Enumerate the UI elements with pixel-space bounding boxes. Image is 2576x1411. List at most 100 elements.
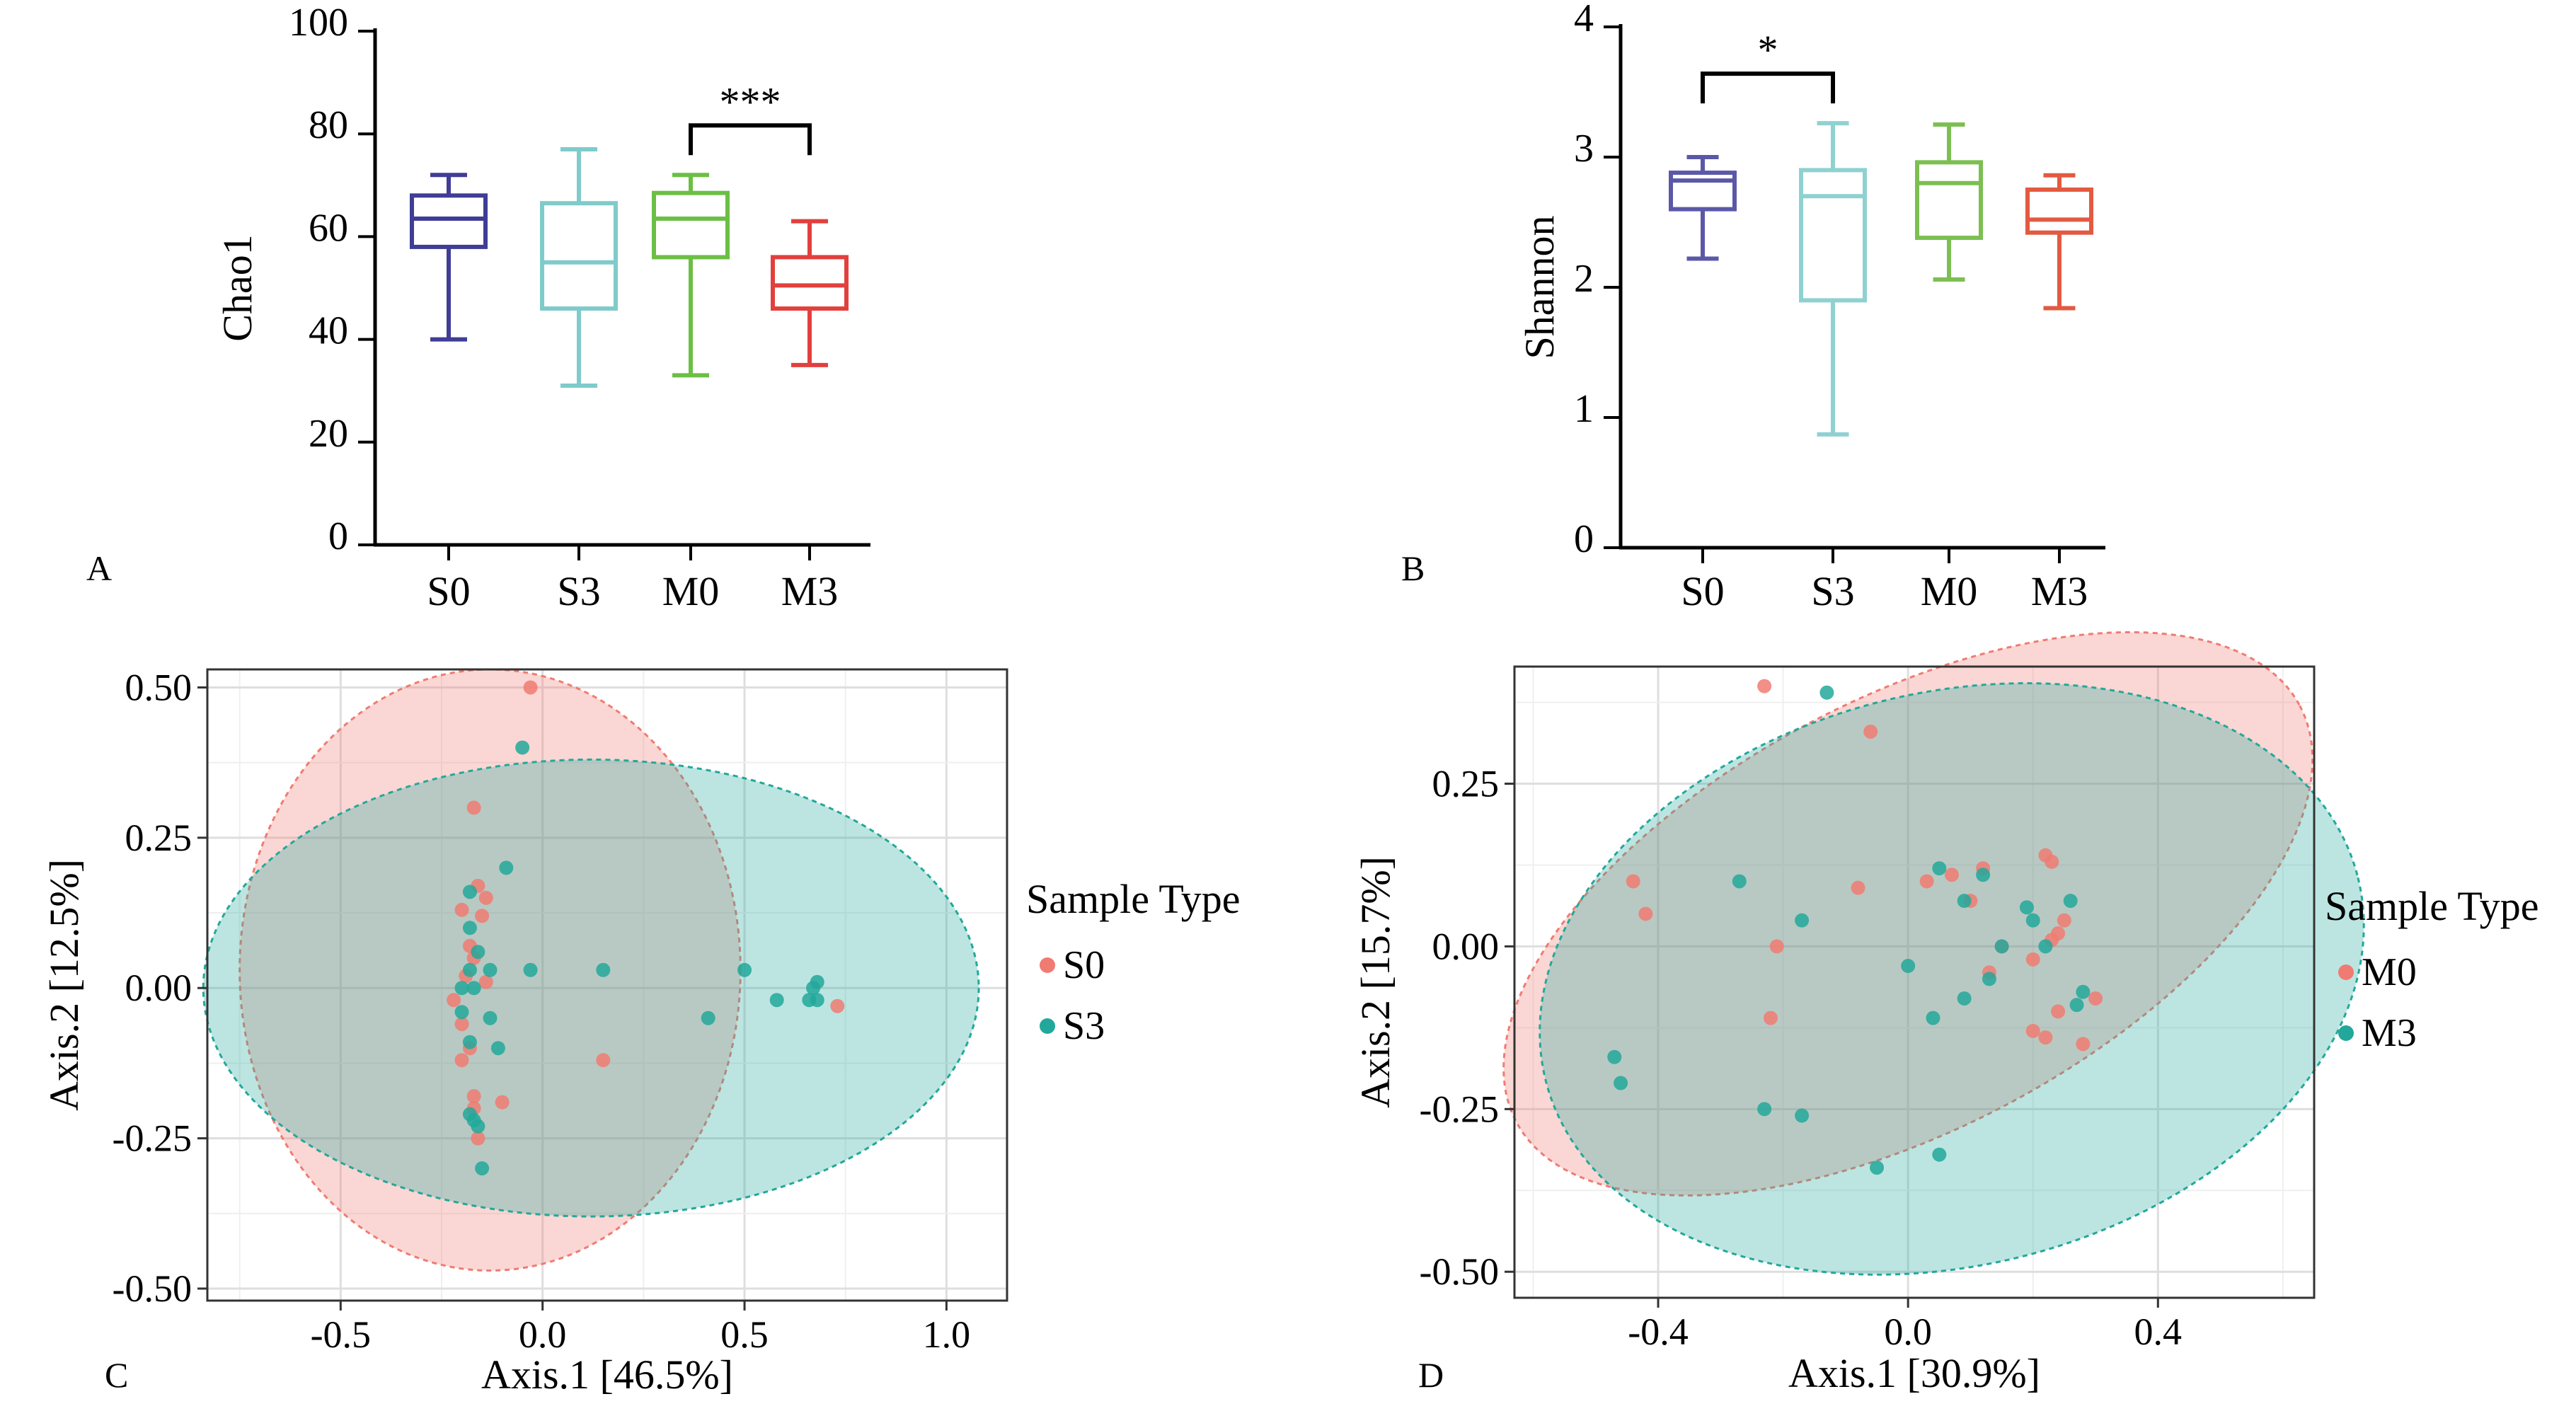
- x-tick-label: 0.0: [1884, 1311, 1932, 1353]
- y-tick-label: 80: [309, 103, 348, 147]
- box-m3: [771, 219, 849, 367]
- data-point: [769, 993, 784, 1008]
- significance-bracket: ***: [689, 79, 812, 156]
- legend-marker-m3: [2338, 1025, 2354, 1041]
- plot-border: [206, 668, 1008, 1302]
- data-point: [1607, 1049, 1622, 1064]
- data-point: [1757, 679, 1772, 693]
- data-point: [1982, 972, 1996, 986]
- data-point: [737, 962, 752, 977]
- data-point: [1732, 874, 1747, 889]
- data-point: [483, 962, 498, 977]
- y-axis-label: Axis.2 [12.5%]: [41, 859, 87, 1111]
- x-tick-label: 0.5: [720, 1313, 769, 1356]
- data-point: [1863, 724, 1878, 739]
- data-point: [1614, 1076, 1628, 1090]
- data-point: [447, 993, 461, 1008]
- panel-b: 0 1 2 3 4 Shannon S0 S3 M0 M3 *: [1517, 0, 2105, 614]
- data-point: [2025, 913, 2040, 928]
- box-iqr: [1799, 168, 1867, 303]
- legend-marker-m0: [2338, 964, 2354, 980]
- y-tick-label: 0.25: [125, 817, 192, 859]
- x-tick-label: M0: [662, 568, 720, 614]
- box-iqr: [652, 190, 730, 260]
- significance-bracket: *: [1701, 27, 1835, 104]
- data-point: [499, 860, 514, 875]
- bracket-line: [689, 123, 812, 156]
- data-point: [1626, 874, 1640, 889]
- data-point: [596, 962, 611, 977]
- panel-c: -0.5 0.0 0.5 1.0 -0.50 -0.25 0.00 0.25 0.50 Axis.…: [41, 666, 1241, 1398]
- data-point: [478, 974, 493, 989]
- box-m0: [652, 173, 730, 378]
- y-axis-label: Shannon: [1517, 216, 1563, 359]
- box-iqr: [2025, 188, 2093, 235]
- confidence-ellipse-m3: [1539, 682, 2365, 1276]
- box-s3: [540, 146, 618, 388]
- y-tick-label: 0: [1574, 517, 1594, 561]
- points-s3: [454, 740, 824, 1176]
- data-point: [475, 909, 490, 923]
- y-tick-label: -0.25: [1420, 1088, 1499, 1130]
- y-tick-label: 0.50: [125, 666, 192, 708]
- y-tick-label: 0.00: [1432, 925, 1500, 967]
- y-tick-label: 4: [1574, 0, 1594, 40]
- points-s0: [447, 680, 845, 1146]
- x-tick-label: S0: [1681, 568, 1724, 614]
- data-point: [471, 945, 485, 960]
- x-tick-label: S3: [1811, 568, 1854, 614]
- x-tick-label: -0.5: [311, 1313, 371, 1356]
- bracket-line: [1701, 71, 1835, 104]
- data-point: [454, 1005, 469, 1020]
- data-point: [1976, 868, 1991, 882]
- y-tick-label: 3: [1574, 127, 1594, 171]
- data-point: [1919, 874, 1934, 889]
- data-point: [1926, 1010, 1940, 1025]
- data-point: [454, 1017, 469, 1032]
- panel-a: 0 20 40 60 80 100 Chao1 S0 S3 M0 M3 ***: [214, 1, 870, 614]
- y-tick-label: 0.00: [125, 967, 192, 1009]
- box-iqr: [410, 193, 488, 249]
- data-point: [1944, 868, 1959, 882]
- data-point: [466, 800, 481, 815]
- data-point: [1795, 913, 1810, 928]
- data-point: [495, 1095, 510, 1110]
- data-point: [810, 993, 824, 1008]
- box-s0: [1669, 155, 1737, 261]
- data-point: [2057, 913, 2071, 928]
- x-axis-label: Axis.1 [46.5%]: [481, 1352, 733, 1398]
- data-point: [1932, 861, 1947, 876]
- legend-label-m3: M3: [2362, 1011, 2417, 1055]
- y-tick-label: 100: [289, 1, 348, 45]
- panel-label-b: B: [1401, 548, 1425, 588]
- grid: [1514, 667, 2314, 1298]
- data-point: [2076, 984, 2091, 999]
- data-point: [2038, 939, 2053, 954]
- box-iqr: [540, 201, 618, 311]
- data-point: [806, 981, 821, 996]
- data-point: [2063, 894, 2078, 909]
- data-point: [2051, 1004, 2066, 1019]
- data-point: [1757, 1102, 1772, 1117]
- y-tick-label: 60: [309, 206, 348, 250]
- y-tick-label: 2: [1574, 257, 1594, 301]
- data-point: [454, 1053, 469, 1068]
- data-point: [596, 1053, 611, 1068]
- box-m3: [2025, 173, 2093, 311]
- data-point: [466, 1113, 481, 1128]
- data-point: [478, 890, 493, 905]
- data-point: [462, 885, 477, 899]
- confidence-ellipse-m0: [1502, 630, 2314, 1197]
- y-tick-label: -0.50: [113, 1267, 192, 1310]
- data-point: [1957, 894, 1972, 909]
- data-point: [2019, 900, 2034, 915]
- x-tick-label: M3: [2031, 568, 2088, 614]
- panel-label-a: A: [86, 548, 112, 588]
- panel-label-c: C: [105, 1355, 128, 1395]
- box-s3: [1799, 121, 1867, 437]
- y-axis-label: Axis.2 [15.7%]: [1352, 856, 1398, 1108]
- x-tick-label: M3: [781, 568, 839, 614]
- plot-border: [1513, 665, 2316, 1299]
- legend-marker-s0: [1040, 957, 1055, 973]
